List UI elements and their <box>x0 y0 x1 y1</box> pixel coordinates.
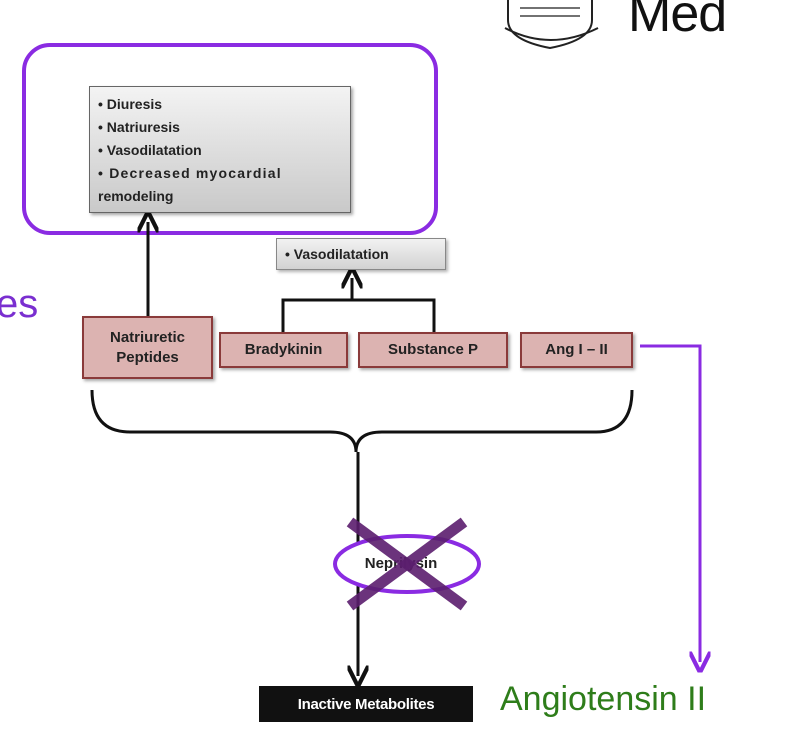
effect-remodeling-cont: remodeling <box>98 188 174 204</box>
effect-vasodilatation: • Vasodilatation <box>98 142 202 158</box>
substance-p-box: Substance P <box>358 332 508 368</box>
effects-box: • Diuresis • Natriuresis • Vasodilatatio… <box>89 86 351 213</box>
effect-decreased-remodeling: • Decreased myocardial <box>98 165 282 181</box>
institution-logo-text: Med <box>628 0 727 43</box>
natriuretic-line1: Natriuretic <box>109 328 186 346</box>
ang-i-ii-box: Ang I – II <box>520 332 633 368</box>
peptides-brace <box>90 389 634 453</box>
effect-diuresis: • Diuresis <box>98 96 163 112</box>
angiotensin-ii-label: Angiotensin II <box>500 680 707 718</box>
bradykinin-substance-connector <box>281 298 436 332</box>
inactive-metabolites-box: Inactive Metabolites <box>259 686 473 722</box>
vasodilatation-box: • Vasodilatation <box>276 238 446 270</box>
angiotensin-arrow <box>640 344 700 662</box>
cropped-title-fragment: es <box>0 282 39 326</box>
effects-highlight-frame <box>22 43 438 235</box>
university-crest-icon <box>504 0 599 50</box>
natriuretic-peptides-box: Natriuretic Peptides <box>82 316 213 379</box>
bradykinin-box: Bradykinin <box>219 332 348 368</box>
inhibition-cross-icon <box>346 517 468 611</box>
natriuretic-line2: Peptides <box>116 348 179 366</box>
effect-natriuresis: • Natriuresis <box>98 119 180 135</box>
